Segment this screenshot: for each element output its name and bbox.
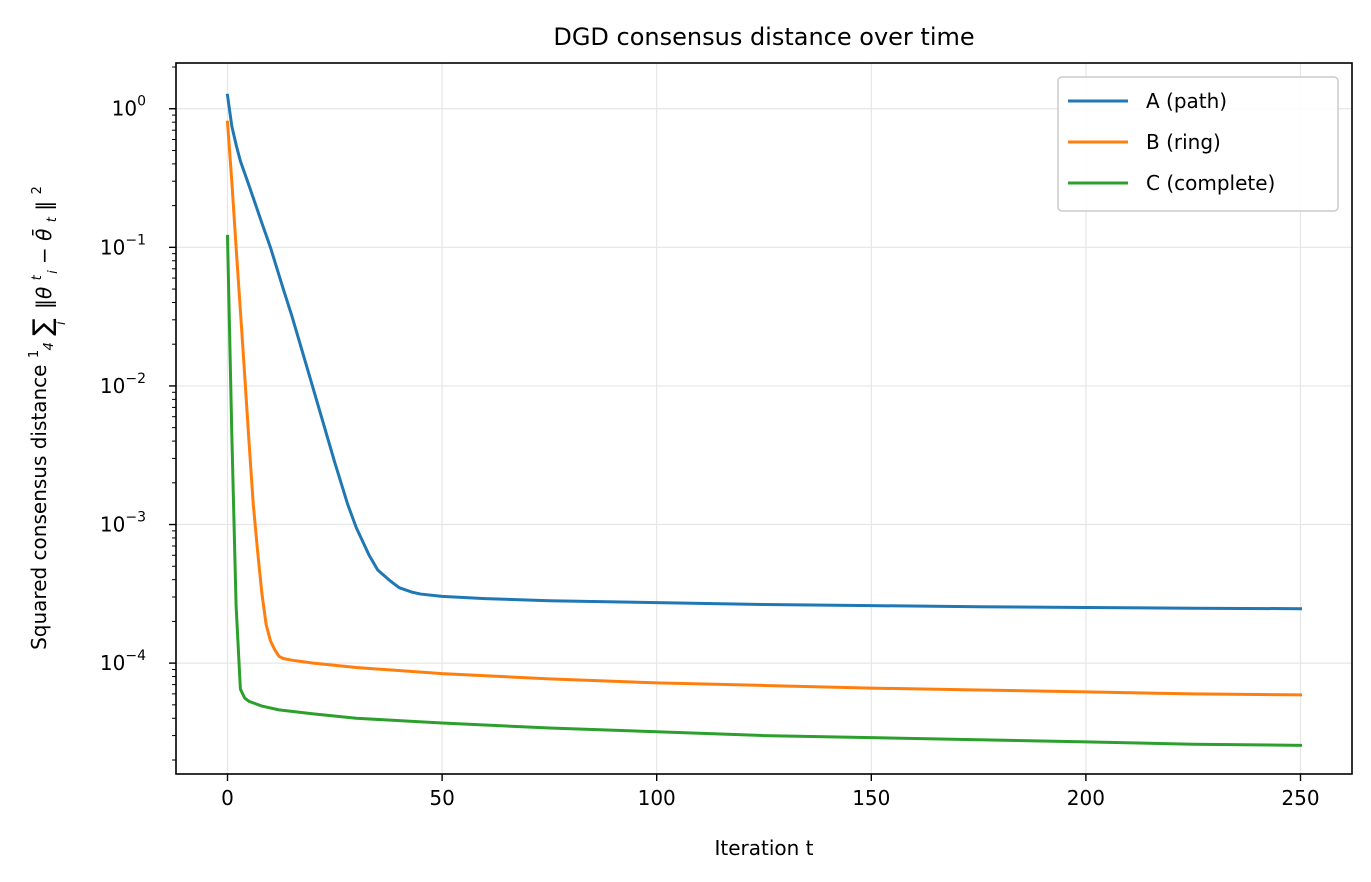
- svg-text:Squared consensus distance: Squared consensus distance 1 4 ∑ i ‖θ t …: [19, 186, 70, 650]
- y-label-expr-sub: i: [46, 270, 61, 274]
- y-label-expr-sup: t: [30, 274, 45, 280]
- plot-frame: [175, 62, 1353, 775]
- x-tick-label: 100: [638, 786, 676, 810]
- y-axis-minor-ticks: [172, 66, 176, 761]
- legend-label-a: A (path): [1146, 89, 1227, 113]
- x-axis-ticks: 0 50 100 150 200 250: [221, 774, 1320, 810]
- x-tick-label: 150: [852, 786, 890, 810]
- legend-box: [1057, 76, 1339, 212]
- y-label-frac-num: 1: [27, 350, 42, 358]
- series-line-2: [225, 120, 1303, 697]
- y-label-frac-den: 4: [42, 342, 57, 350]
- x-tick-label: 0: [221, 786, 234, 810]
- y-label-theta-bar: θ̄: [31, 229, 56, 241]
- series-line-3: [225, 234, 1303, 747]
- x-tick-label: 200: [1067, 786, 1105, 810]
- y-tick-label: 10−1: [100, 232, 146, 259]
- x-axis-label: Iteration t: [714, 836, 813, 860]
- legend: A (path) B (ring) C (complete): [1057, 76, 1339, 212]
- y-label-close-sup: 2: [30, 186, 45, 194]
- y-tick-label: 10−4: [100, 648, 146, 675]
- legend-label-c: C (complete): [1146, 171, 1275, 195]
- y-tick-label: 10−3: [100, 510, 146, 537]
- y-label-expr: ‖θ: [32, 287, 56, 309]
- y-label-sum: ∑: [28, 318, 58, 336]
- y-axis-label-text: Squared consensus distance: [27, 365, 51, 650]
- series-line-1: [225, 93, 1303, 611]
- y-label-minus: −: [32, 241, 56, 264]
- y-label-sum-sub: i: [54, 321, 69, 325]
- y-axis-label: Squared consensus distance 1 4 ∑ i ‖θ t …: [19, 186, 70, 650]
- y-tick-label: 10−2: [100, 371, 146, 398]
- y-tick-label: 100: [112, 94, 146, 121]
- x-tick-label: 50: [429, 786, 454, 810]
- series-lines: [225, 93, 1303, 747]
- y-label-theta-sub: t: [45, 216, 60, 222]
- y-label-close: ‖: [32, 201, 56, 211]
- x-tick-label: 250: [1281, 786, 1319, 810]
- legend-label-b: B (ring): [1146, 130, 1221, 154]
- y-axis-ticks: 100 10−1 10−2 10−3 10−4: [100, 94, 176, 675]
- chart-title: DGD consensus distance over time: [553, 23, 974, 51]
